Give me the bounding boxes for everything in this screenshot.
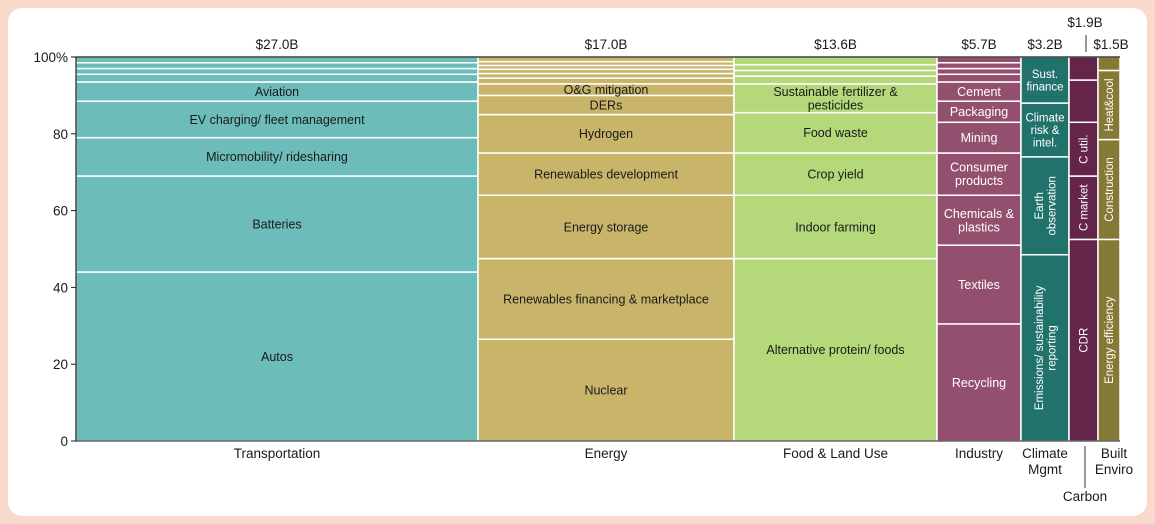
category-label-climate: Climate Mgmt [1022,446,1068,477]
total-label-industry: $5.7B [961,37,996,52]
segment-carbon-4 [1068,56,1099,81]
segment-label: Textiles [958,278,1000,292]
segment-industry-textiles [936,244,1022,325]
segment-label: Recycling [952,376,1006,390]
segment-climate-emissions-sustainability-reporting [1020,254,1070,442]
segment-food-crop-yield [733,152,938,196]
segment-label: Food waste [803,126,868,140]
segment-label: C util. [1079,134,1091,163]
segment-transportation-7 [75,62,479,70]
segment-label: Micromobility/ ridesharing [206,150,348,164]
segment-label: Batteries [252,217,301,231]
total-label-carbon: $1.9B [1067,15,1102,30]
segment-label: Renewables financing & marketplace [503,292,709,306]
segment-label: Chemicals & plastics [944,207,1015,235]
category-label-industry: Industry [955,446,1003,461]
segment-label: Energy efficiency [1104,296,1116,384]
segment-label: Autos [261,350,293,364]
segment-built-3 [1097,56,1121,72]
y-tick-label: 20 [53,357,68,372]
segment-label: C market [1079,184,1091,231]
segment-label: Mining [961,131,998,145]
segment-label: Consumer products [950,161,1008,189]
segment-transportation-8 [75,56,479,64]
segment-label: Sust. finance [1026,69,1063,94]
segment-food-food-waste [733,111,938,154]
segment-energy-renewables-financing-marketplace [477,257,735,340]
segment-industry-10 [936,56,1022,64]
total-label-energy: $17.0B [585,37,628,52]
segment-carbon-3 [1068,79,1099,124]
segment-label: Earthobservation [1034,176,1059,235]
segment-label: Climate risk & intel. [1026,112,1065,149]
segment-label: Sustainable fertilizer & pesticides [773,85,898,113]
segment-label: Aviation [255,85,299,99]
segment-energy-renewables-development [477,152,735,196]
segment-transportation-ev-charging-fleet-management [75,100,479,139]
segment-food-6 [733,69,938,77]
category-label-transportation: Transportation [234,446,321,461]
segment-label: Emissions/ sustainabilityreporting [1034,285,1059,410]
segment-label: Heat&cool [1104,78,1116,131]
segment-industry-9 [936,62,1022,70]
category-label-carbon: Carbon [1063,489,1107,504]
segment-food-7 [733,63,938,72]
segment-label: Crop yield [807,167,863,181]
segment-food-5 [733,75,938,85]
segment-label: EV charging/ fleet management [189,113,365,127]
category-label-built: Built Enviro [1095,446,1133,477]
segment-label: Renewables development [534,167,678,181]
segment-food-8 [733,56,938,66]
segment-industry-recycling [936,323,1022,442]
segment-label: Hydrogen [579,127,633,141]
total-label-transportation: $27.0B [256,37,299,52]
segment-label: CDR [1079,328,1091,353]
segment-transportation-autos [75,271,479,442]
segment-food-sustainable-fertilizer-pesticides [733,83,938,114]
segment-industry-7 [936,73,1022,83]
segment-industry-8 [936,67,1022,76]
segment-energy-12 [477,56,735,63]
segment-label: Energy storage [564,220,649,234]
segment-label: Nuclear [584,383,627,397]
segment-energy-7 [477,77,735,85]
y-tick-label: 100% [33,50,68,65]
segment-label: DERs [590,98,623,112]
segment-label: O&G mitigation [564,83,649,97]
category-label-food: Food & Land Use [783,446,888,461]
category-label-energy: Energy [585,446,628,461]
segment-label: Construction [1104,157,1116,222]
segment-transportation-micromobility-ridesharing [75,136,479,177]
segment-energy-energy-storage [477,194,735,260]
segment-carbon-c-util [1068,121,1099,177]
y-tick-label: 40 [53,280,68,295]
y-tick-label: 0 [60,434,68,449]
segment-label: Indoor farming [795,220,876,234]
y-tick-label: 60 [53,204,68,219]
total-label-built: $1.5B [1093,37,1128,52]
segment-label: Cement [957,85,1001,99]
segment-label: Packaging [950,105,1008,119]
total-label-climate: $3.2B [1027,37,1062,52]
segment-transportation-6 [75,67,479,76]
segment-industry-mining [936,121,1022,154]
segment-label: Alternative protein/ foods [766,343,904,357]
total-label-food: $13.6B [814,37,857,52]
segment-transportation-5 [75,73,479,83]
y-tick-label: 80 [53,127,68,142]
segment-energy-nuclear [477,338,735,442]
